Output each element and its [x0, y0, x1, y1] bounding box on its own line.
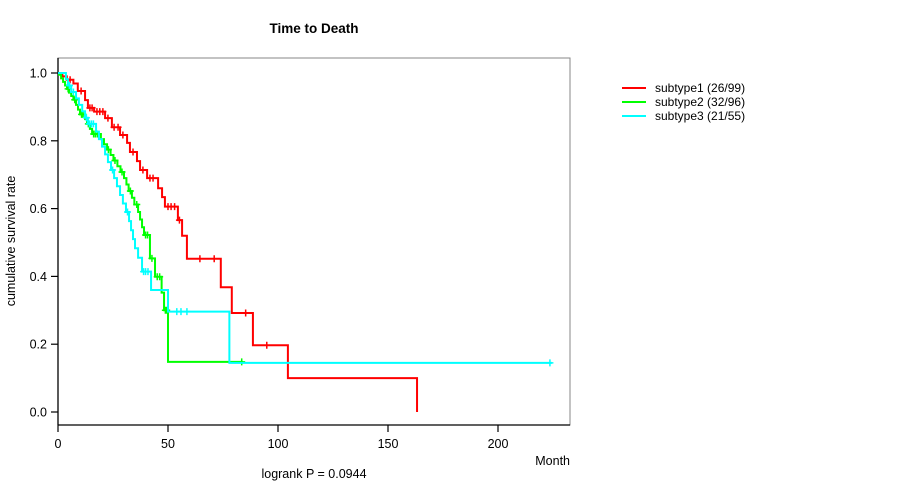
y-tick-label: 0.4: [30, 270, 47, 284]
x-axis-ticks: 0 50 100 150 200: [55, 425, 509, 451]
x-tick-label: 100: [268, 437, 289, 451]
censor-marks-subtype2: [64, 85, 246, 366]
survival-curves: [58, 72, 554, 412]
y-tick-label: 0.6: [30, 202, 47, 216]
legend-label-subtype1: subtype1 (26/99): [655, 81, 745, 95]
y-axis-title: cumulative survival rate: [4, 176, 18, 307]
legend-label-subtype2: subtype2 (32/96): [655, 95, 745, 109]
x-axis-title: Month: [535, 454, 570, 468]
x-tick-label: 150: [378, 437, 399, 451]
x-tick-label: 50: [161, 437, 175, 451]
plot-frame: [57, 57, 571, 426]
y-tick-label: 1.0: [30, 67, 47, 81]
survival-curve-subtype3: [58, 72, 552, 364]
logrank-annotation: logrank P = 0.0944: [261, 467, 366, 481]
x-tick-label: 200: [488, 437, 509, 451]
legend-label-subtype3: subtype3 (21/55): [655, 109, 745, 123]
censor-marks-subtype1: [66, 76, 271, 349]
y-tick-label: 0.2: [30, 338, 47, 352]
y-axis-ticks: 1.0 0.8 0.6 0.4 0.2 0.0: [30, 67, 58, 420]
survival-curve-subtype2: [58, 73, 243, 363]
chart-title: Time to Death: [269, 21, 358, 36]
x-tick-label: 0: [55, 437, 62, 451]
y-tick-label: 0.0: [30, 406, 47, 420]
censor-marks-subtype3: [65, 82, 554, 367]
legend: subtype1 (26/99)subtype2 (32/96)subtype3…: [622, 81, 745, 123]
y-tick-label: 0.8: [30, 134, 47, 148]
